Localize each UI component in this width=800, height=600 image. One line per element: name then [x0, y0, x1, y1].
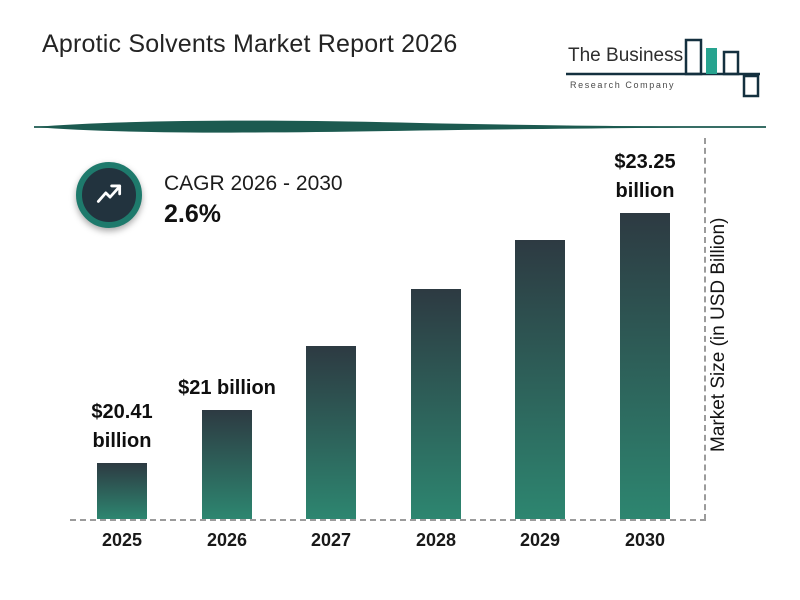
data-label-2026: $21 billion [178, 377, 276, 399]
page-title: Aprotic Solvents Market Report 2026 [42, 30, 458, 58]
data-label-2025: $20.41 billion [91, 401, 153, 452]
bar-2026 [202, 410, 252, 519]
bar-2027 [306, 346, 356, 519]
bar-chart-logo-icon [566, 38, 760, 98]
data-label-2030: $23.25 billion [614, 151, 676, 202]
bar-2028 [411, 289, 461, 519]
right-axis-line [704, 138, 706, 520]
y-axis-label: Market Size (in USD Billion) [708, 217, 729, 453]
x-tick-2030: 2030 [624, 530, 666, 550]
logo-name: The Business [568, 45, 684, 66]
cagr-value: 2.6% [164, 200, 221, 228]
bar-2029 [515, 240, 565, 519]
logo-subname: Research Company [570, 80, 676, 90]
trend-arrow-glyph [96, 184, 122, 203]
x-tick-2028: 2028 [415, 530, 457, 550]
bar-2025 [97, 463, 147, 519]
trend-up-icon [76, 162, 142, 228]
x-tick-2029: 2029 [519, 530, 561, 550]
x-tick-2025: 2025 [101, 530, 143, 550]
x-tick-2026: 2026 [206, 530, 248, 550]
bar-2030 [620, 213, 670, 519]
divider-ornament [34, 120, 766, 133]
x-axis-line [70, 519, 706, 521]
company-logo: The Business Research Company [564, 36, 766, 108]
cagr-label: CAGR 2026 - 2030 [164, 172, 343, 195]
x-tick-2027: 2027 [310, 530, 352, 550]
